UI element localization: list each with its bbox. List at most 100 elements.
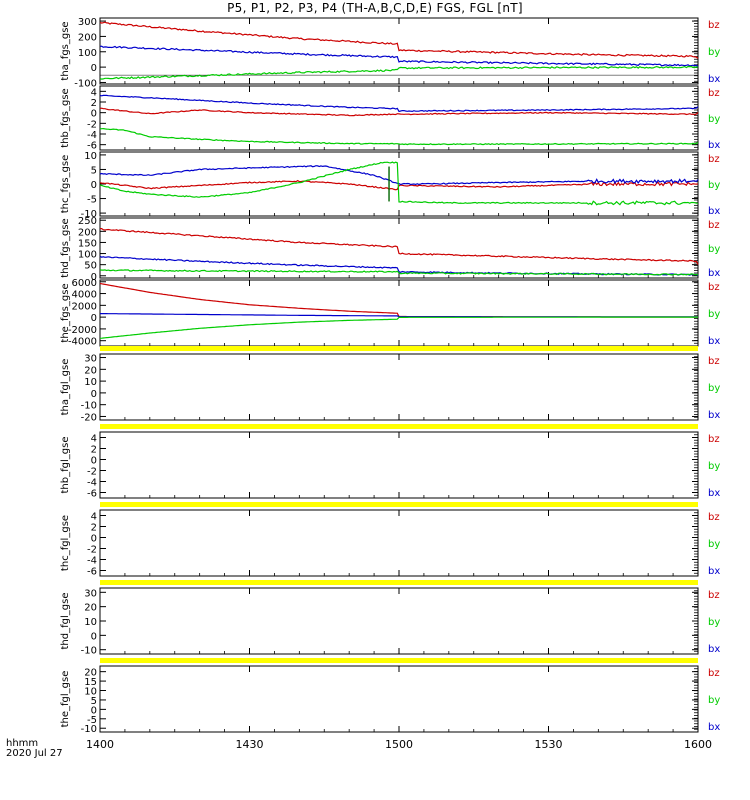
y-axis-label: thc_fgs_gse [60,155,71,214]
y-axis-label: the_fgs_gse [60,283,71,342]
legend-bx: bx [708,336,720,347]
y-tick-label: 0 [91,534,97,545]
series-bx [99,45,699,67]
y-tick-label: -4000 [68,337,97,348]
legend-bz: bz [708,512,720,523]
y-axis-label: thb_fgl_gse [60,437,71,494]
y-axis-label: thd_fgl_gse [60,593,71,650]
y-tick-label: 250 [78,216,97,227]
y-tick-label: -5 [87,715,97,726]
y-tick-label: -2 [87,467,97,478]
y-tick-label: -6 [87,489,97,500]
panel-frame [99,431,699,499]
y-tick-label: 6000 [72,278,97,289]
y-tick-label: -4 [87,556,97,567]
y-tick-label: 10 [84,617,97,628]
y-tick-label: 15 [84,677,97,688]
legend-bz: bz [708,88,720,99]
y-tick-label: -10 [81,209,97,220]
y-tick-label: -5 [87,195,97,206]
y-tick-label: 300 [78,17,97,28]
y-tick-label: -4 [87,130,97,141]
legend-by: by [708,244,720,255]
legend-by: by [708,383,720,394]
series-by [99,161,699,206]
series-bz [99,21,699,59]
y-tick-label: 4 [91,434,97,445]
y-tick-label: 100 [78,48,97,59]
y-tick-label: 200 [78,227,97,238]
plot-title: P5, P1, P2, P3, P4 (TH-A,B,C,D,E) FGS, F… [227,1,523,15]
y-tick-label: -20 [81,412,97,423]
x-tick-label: 1600 [684,738,712,751]
y-tick-label: 10 [84,151,97,162]
series-by [99,269,699,276]
legend-by: by [708,695,720,706]
y-tick-label: 0 [91,456,97,467]
y-tick-label: 10 [84,377,97,388]
y-tick-label: 0 [91,180,97,191]
no-data-bar [100,580,698,585]
y-tick-label: 0 [91,313,97,324]
panel-frame [99,217,699,279]
panel-frame [99,279,699,347]
legend-by: by [708,114,720,125]
series-bz [99,282,699,318]
legend-bx: bx [708,74,720,85]
y-tick-label: -4 [87,478,97,489]
panel-frame [99,587,699,655]
y-tick-label: -2 [87,545,97,556]
y-tick-label: 5 [91,696,97,707]
no-data-bar [100,502,698,507]
y-tick-label: -10 [81,646,97,657]
y-tick-label: -100 [74,78,97,89]
panel-frame [99,353,699,421]
y-tick-label: 2 [91,445,97,456]
legend-bz: bz [708,356,720,367]
no-data-bar [100,658,698,663]
series-by [99,127,699,146]
y-axis-label: the_fgl_gse [60,671,71,728]
y-tick-label: 0 [91,631,97,642]
y-tick-label: 20 [84,668,97,679]
y-tick-label: 2 [91,523,97,534]
y-tick-label: -10 [81,724,97,735]
legend-bx: bx [708,410,720,421]
y-axis-label: tha_fgs_gse [60,21,71,80]
y-tick-label: 0 [91,272,97,283]
y-tick-label: -6 [87,567,97,578]
y-tick-label: 30 [84,354,97,365]
legend-bx: bx [708,140,720,151]
legend-bz: bz [708,668,720,679]
y-tick-label: 2 [91,98,97,109]
y-tick-label: -2000 [68,325,97,336]
y-tick-label: 4 [91,512,97,523]
y-tick-label: 4 [91,87,97,98]
panel-frame [99,509,699,577]
y-axis-label: thb_fgs_gse [60,88,71,147]
legend-by: by [708,47,720,58]
y-tick-label: 2000 [72,301,97,312]
time-axis-label: hhmm [6,738,39,749]
series-bx [99,94,699,113]
no-data-bar [100,346,698,351]
legend-bx: bx [708,566,720,577]
y-tick-label: -2 [87,119,97,130]
y-axis-label: thc_fgl_gse [60,515,71,571]
series-by [99,65,699,80]
legend-bz: bz [708,154,720,165]
y-tick-label: 0 [91,109,97,120]
series-bz [100,228,699,265]
legend-bz: bz [708,434,720,445]
panel-frame [99,665,699,733]
no-data-bar [100,424,698,429]
legend-bx: bx [708,644,720,655]
y-axis-label: thd_fgs_gse [60,218,71,277]
x-tick-label: 1530 [535,738,563,751]
y-axis-label: tha_fgl_gse [60,359,71,416]
y-tick-label: 0 [91,389,97,400]
series-by [99,316,698,339]
legend-bx: bx [708,206,720,217]
y-tick-label: 0 [91,705,97,716]
